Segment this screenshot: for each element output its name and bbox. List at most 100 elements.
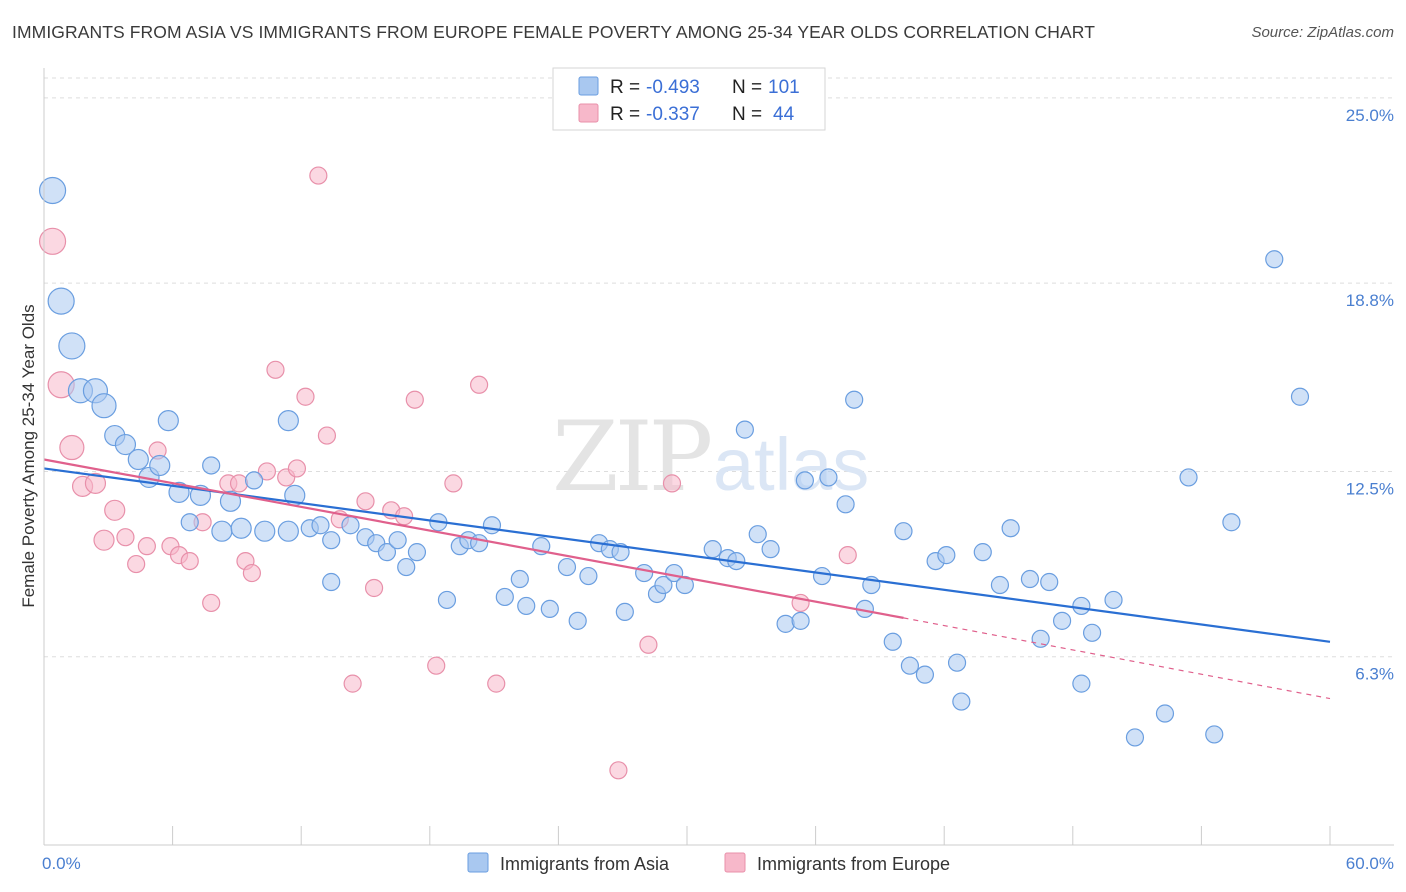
bottom-legend-swatch-europe [724, 852, 746, 873]
europe-point-2 [59, 434, 85, 461]
asia-point-79 [947, 653, 967, 672]
asia-point-76 [915, 665, 935, 684]
europe-point-33 [405, 390, 424, 409]
asia-point-90 [1082, 623, 1102, 642]
europe-trend-line-extension [903, 617, 1331, 700]
asia-point-40 [482, 516, 502, 535]
europe-point-24 [296, 387, 315, 406]
asia-point-65 [791, 611, 810, 630]
asia-point-41 [495, 587, 514, 607]
asia-point-89 [1072, 596, 1091, 616]
europe-point-39 [639, 635, 658, 654]
europe-point-34 [427, 656, 446, 675]
asia-point-15 [202, 456, 221, 475]
asia-point-2 [58, 332, 86, 360]
asia-point-55 [654, 575, 673, 595]
europe-point-42 [838, 546, 857, 565]
asia-point-11 [157, 410, 179, 432]
asia-point-81 [973, 543, 992, 562]
asia-point-58 [703, 540, 722, 559]
asia-point-84 [1020, 569, 1040, 589]
bottom-legend-label-asia: Immigrants from Asia [500, 854, 670, 874]
asia-point-64 [776, 614, 795, 633]
y-tick-label-18-8: 18.8% [1346, 291, 1394, 310]
asia-point-93 [1155, 704, 1175, 723]
asia-point-80 [952, 692, 971, 711]
europe-point-15 [202, 593, 221, 613]
asia-point-25 [311, 516, 330, 535]
europe-point-36 [469, 375, 489, 394]
bottom-legend-swatch-asia [467, 852, 489, 873]
asia-point-8 [127, 448, 149, 471]
europe-point-9 [137, 537, 156, 556]
asia-point-16 [211, 520, 233, 542]
asia-point-62 [748, 525, 767, 544]
asia-point-36 [437, 590, 457, 610]
asia-point-69 [836, 495, 855, 514]
asia-point-10 [149, 454, 171, 477]
asia-point-46 [557, 557, 577, 577]
stats-legend-swatch-europe [578, 103, 599, 123]
asia-point-42 [510, 569, 529, 589]
europe-point-19 [242, 563, 262, 583]
asia-point-68 [819, 468, 838, 487]
europe-point-37 [487, 674, 506, 693]
stats-legend-swatch-asia [578, 76, 599, 96]
asia-point-13 [180, 513, 199, 532]
asia-point-33 [397, 557, 416, 577]
watermark: ZIP atlas [552, 401, 869, 513]
asia-point-96 [1222, 513, 1241, 532]
asia-point-0 [38, 176, 67, 205]
asia-point-61 [735, 420, 754, 439]
axes [43, 68, 1394, 846]
stats-legend-r-label-europe: R = [610, 104, 640, 125]
watermark-atlas: atlas [713, 423, 869, 506]
asia-point-20 [254, 520, 276, 542]
stats-legend-n-value-asia: 101 [768, 77, 800, 98]
bottom-legend: Immigrants from Asia Immigrants from Eur… [467, 852, 950, 874]
trend-lines [43, 458, 1331, 700]
europe-point-8 [127, 554, 146, 574]
europe-point-25 [309, 166, 328, 185]
asia-point-43 [517, 596, 536, 616]
asia-point-92 [1125, 728, 1145, 747]
y-axis-label: Female Poverty Among 25-34 Year Olds [19, 304, 38, 607]
asia-point-27 [322, 572, 341, 592]
europe-point-30 [364, 578, 384, 598]
stats-legend-r-value-asia: -0.493 [646, 77, 700, 98]
europe-point-28 [343, 674, 362, 693]
asia-point-88 [1072, 674, 1091, 693]
asia-point-34 [407, 543, 427, 562]
europe-point-26 [317, 426, 337, 445]
europe-point-23 [287, 459, 307, 478]
asia-point-85 [1031, 629, 1050, 648]
asia-point-26 [322, 531, 341, 550]
y-tick-label-12-5: 12.5% [1346, 479, 1394, 498]
europe-points [38, 166, 857, 780]
europe-point-35 [444, 474, 463, 493]
asia-point-91 [1104, 590, 1123, 610]
asia-point-82 [990, 575, 1010, 595]
asia-point-73 [883, 632, 902, 651]
asia-point-48 [579, 566, 598, 586]
chart-source: Source: ZipAtlas.com [1251, 24, 1394, 41]
stats-legend: R = -0.493 N = 101 R = -0.337 N = 44 [552, 67, 826, 131]
x-ticks [172, 826, 1331, 845]
asia-point-75 [900, 656, 920, 675]
bottom-legend-label-europe: Immigrants from Europe [757, 854, 950, 874]
asia-point-83 [1001, 519, 1020, 538]
asia-point-97 [1265, 250, 1284, 269]
asia-point-66 [795, 471, 814, 490]
europe-point-40 [662, 474, 682, 493]
x-tick-label-min: 0.0% [42, 854, 81, 873]
watermark-zip: ZIP [552, 401, 711, 513]
asia-point-21 [277, 520, 299, 542]
asia-point-74 [894, 522, 913, 541]
asia-point-31 [377, 543, 397, 562]
asia-point-98 [1290, 387, 1310, 406]
asia-point-39 [469, 534, 489, 553]
asia-point-47 [568, 611, 587, 630]
asia-point-5 [91, 393, 117, 419]
stats-legend-n-value-europe: 44 [773, 104, 795, 125]
